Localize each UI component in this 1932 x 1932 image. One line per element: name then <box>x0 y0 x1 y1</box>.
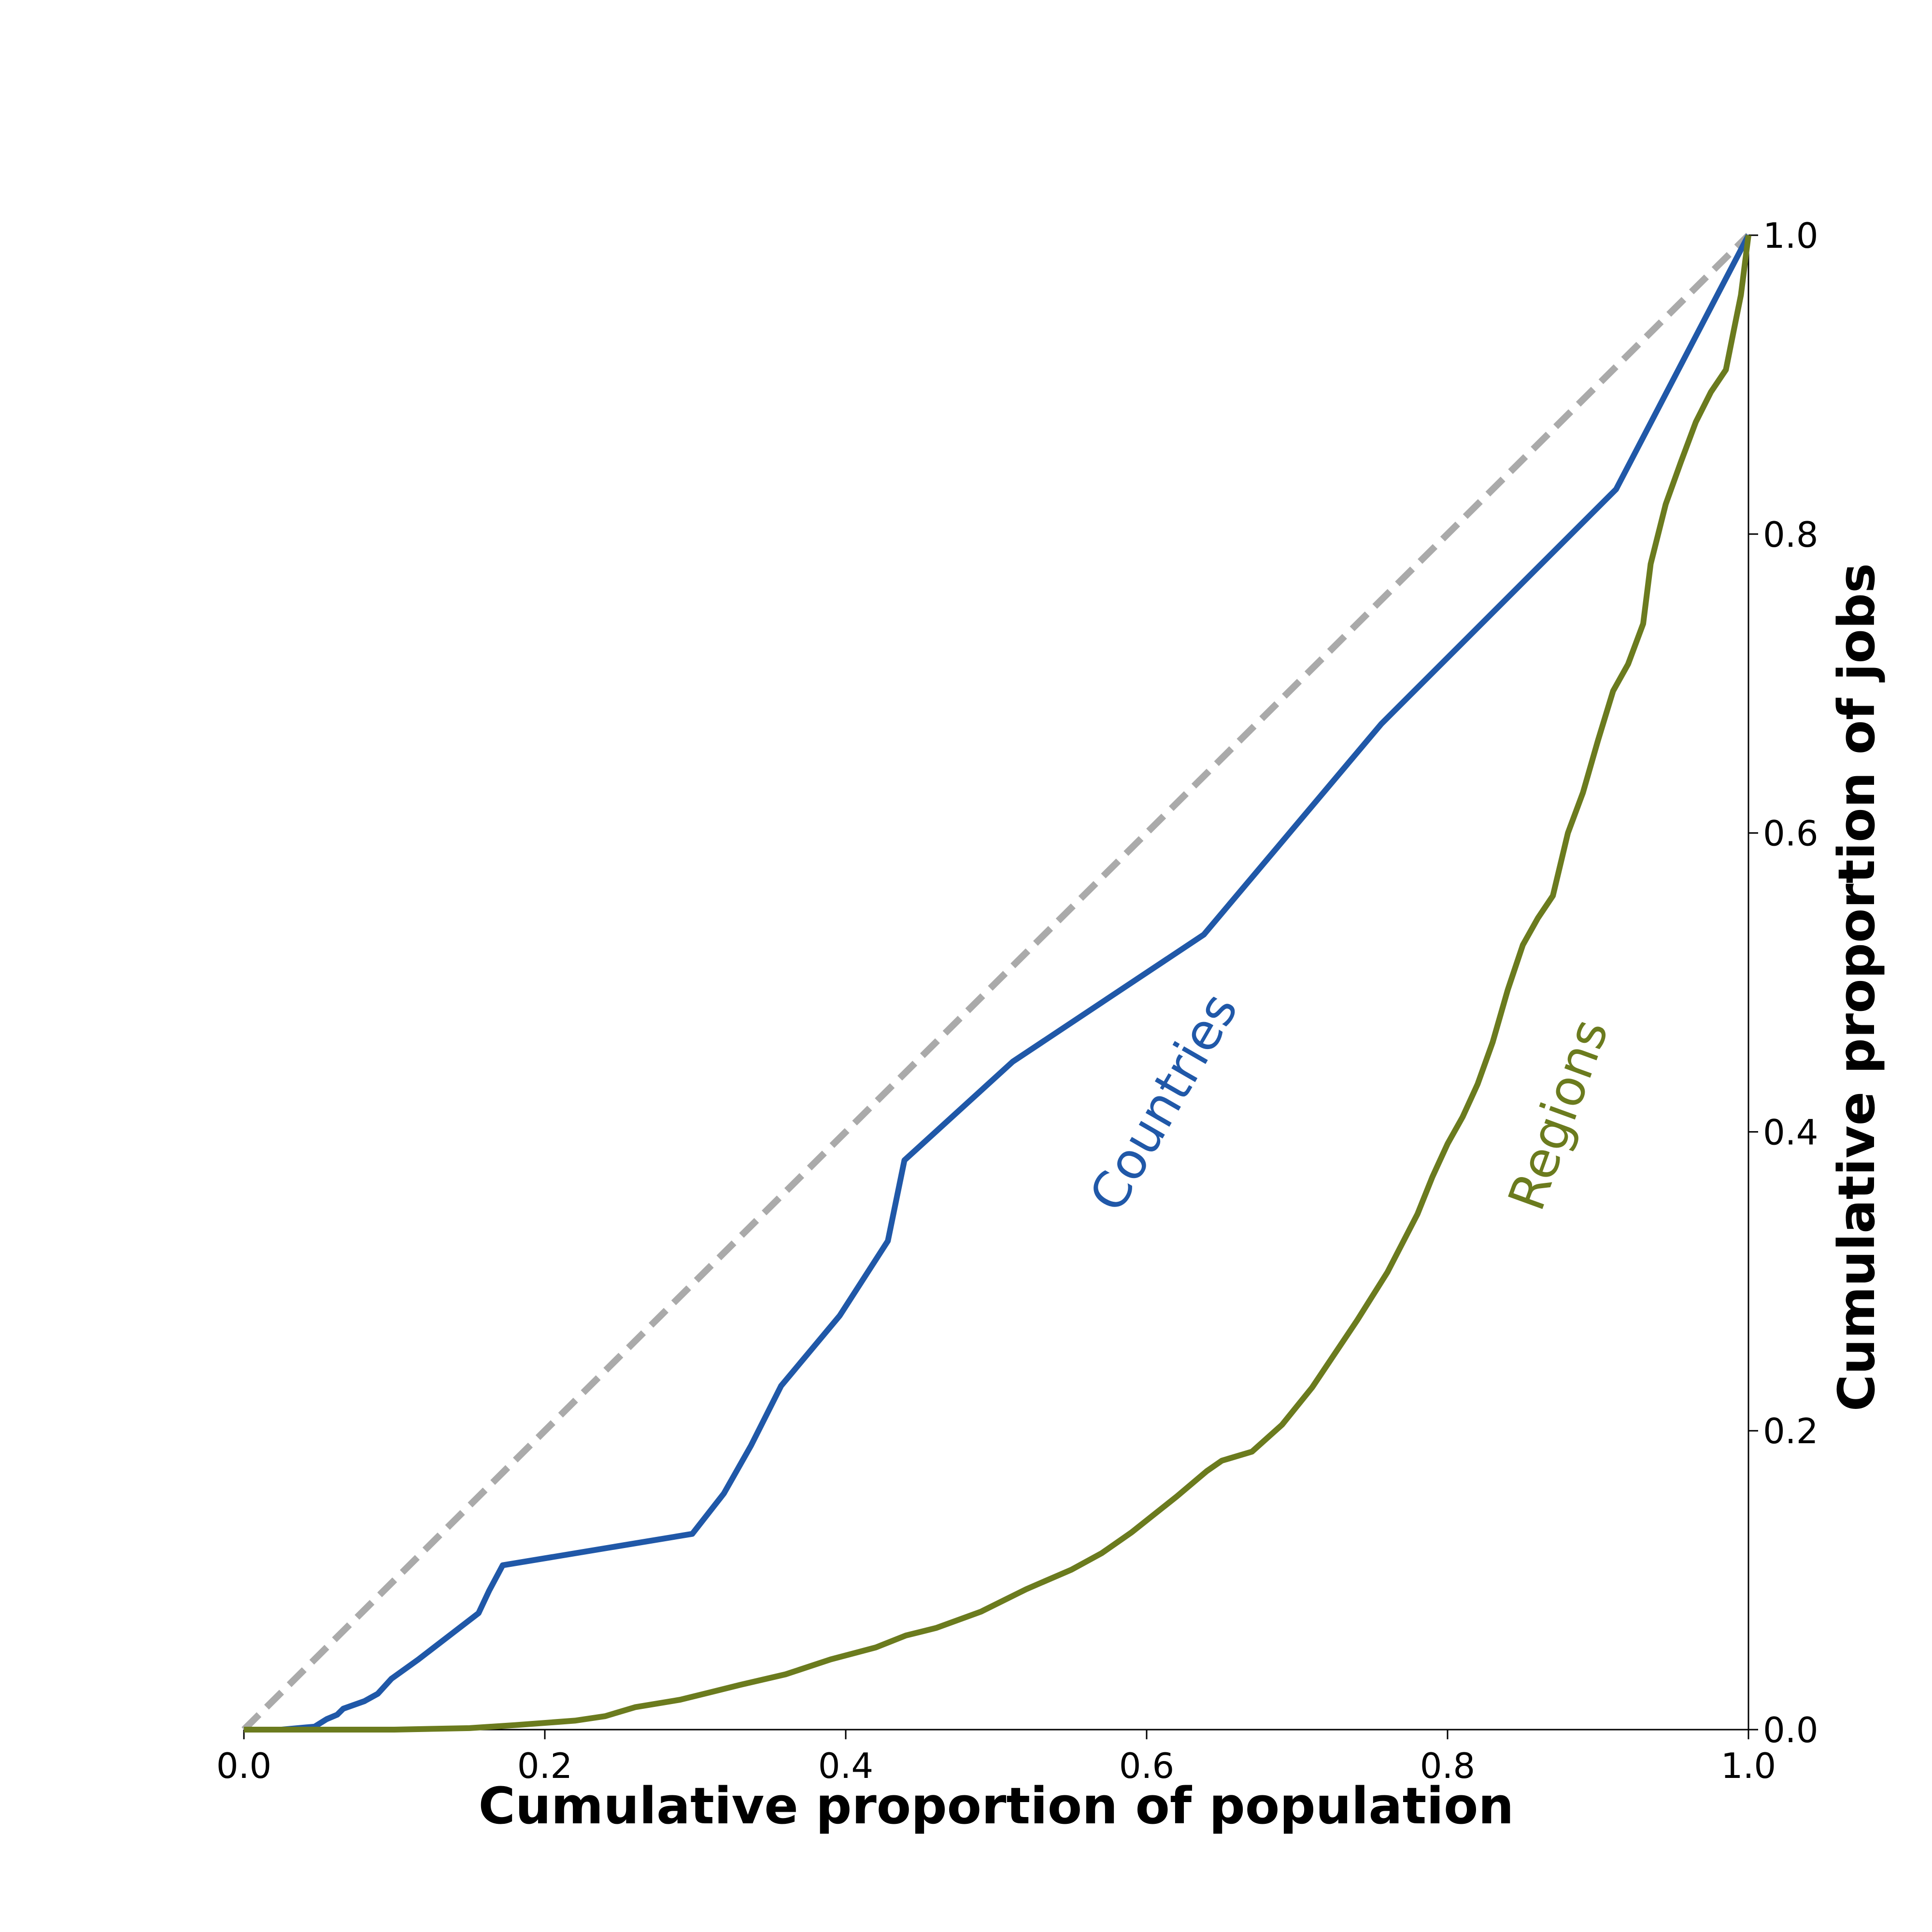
y-tick-label: 0.0 <box>1763 1710 1818 1750</box>
y-tick-label: 1.0 <box>1763 215 1818 256</box>
y-tick-label: 0.2 <box>1763 1411 1818 1451</box>
y-axis-ticks: 0.0 0.2 0.4 0.6 0.8 1.0 <box>1748 215 1818 1750</box>
x-tick-label: 1.0 <box>1721 1746 1776 1786</box>
series-line-countries <box>244 234 1751 1733</box>
equality-line <box>242 233 1751 1732</box>
x-tick-label: 0.0 <box>216 1746 272 1786</box>
series-line-regions <box>244 235 1751 1733</box>
x-tick-label: 0.6 <box>1119 1746 1175 1786</box>
x-tick-label: 0.2 <box>517 1746 573 1786</box>
x-tick-label: 0.8 <box>1420 1746 1476 1786</box>
series-label-countries: Countries <box>1078 983 1249 1222</box>
y-tick-label: 0.4 <box>1763 1112 1818 1152</box>
y-axis-label: Cumulative proportion of jobs <box>1827 563 1886 1411</box>
series-label-regions: Regions <box>1497 1011 1620 1218</box>
y-tick-label: 0.8 <box>1763 514 1818 555</box>
x-axis-label: Cumulative proportion of population <box>479 1776 1514 1835</box>
x-tick-label: 0.4 <box>818 1746 874 1786</box>
y-tick-label: 0.6 <box>1763 813 1818 854</box>
x-axis-ticks: 0.0 0.2 0.4 0.6 0.8 1.0 <box>216 1730 1776 1786</box>
